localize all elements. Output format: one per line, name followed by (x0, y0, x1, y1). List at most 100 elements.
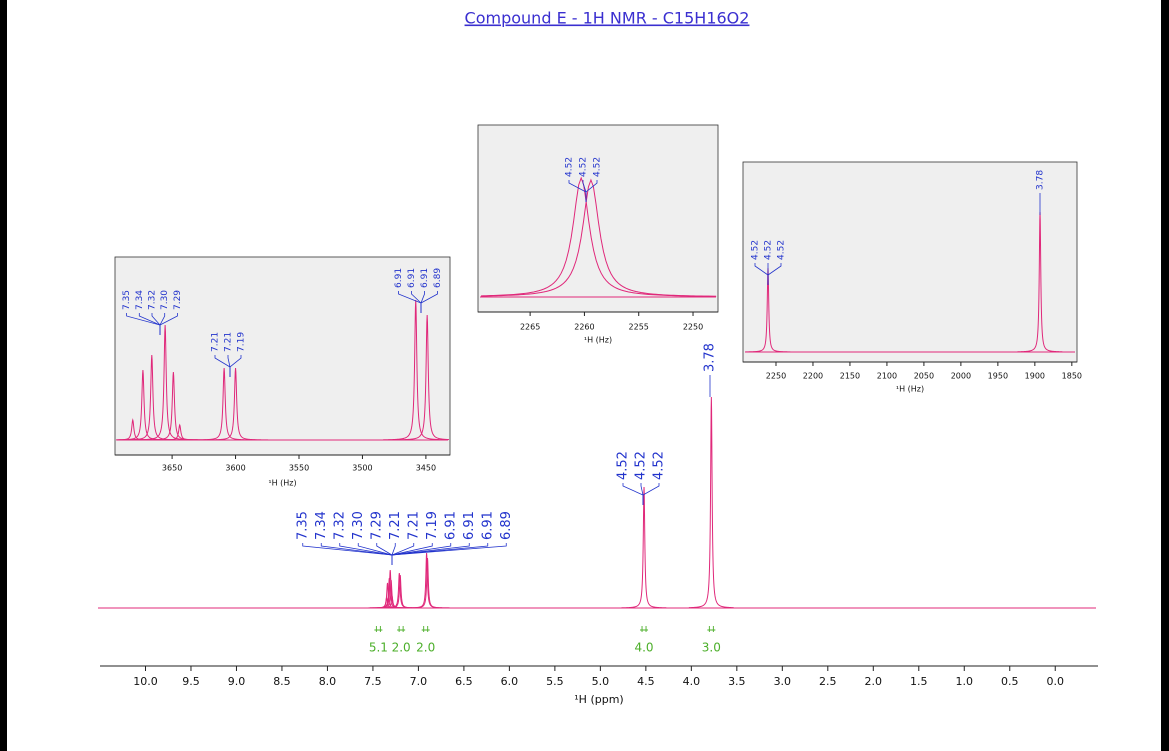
x-tick-label: 5.5 (546, 675, 564, 688)
x-tick-label: 3450 (416, 464, 436, 473)
peak-label: 6.89 (499, 511, 514, 540)
x-tick-label: 6.0 (501, 675, 519, 688)
peak (383, 299, 449, 441)
peak-label: 4.52 (579, 157, 589, 177)
x-tick-label: 0.5 (1001, 675, 1019, 688)
x-tick-label: 3.0 (774, 675, 792, 688)
x-tick-label: 2.5 (819, 675, 837, 688)
x-tick-label: 1850 (1062, 372, 1082, 381)
x-tick-label: 5.0 (592, 675, 610, 688)
peak-label: 3.78 (703, 343, 718, 372)
integral-label: 4.0 (634, 641, 653, 655)
peak (405, 557, 450, 609)
x-tick-label: 8.5 (273, 675, 291, 688)
x-tick-label: 3650 (162, 464, 182, 473)
peak-label: 6.91 (480, 511, 495, 540)
x-tick-label: 1.5 (910, 675, 928, 688)
peak-label: 4.52 (634, 451, 649, 480)
peak-label: 7.35 (295, 511, 310, 540)
x-tick-label: 2050 (914, 372, 934, 381)
title: Compound E - 1H NMR - C15H16O2 (465, 9, 750, 28)
x-tick-label: 4.5 (637, 675, 655, 688)
peak-label: 3.78 (1036, 170, 1046, 190)
peak-label: 4.52 (616, 451, 631, 480)
peak-label-connector (159, 313, 178, 335)
peak-label: 7.19 (425, 511, 440, 540)
peak-label: 7.34 (135, 290, 145, 310)
x-axis-label: ¹H (ppm) (574, 693, 623, 706)
x-tick-label: 3500 (352, 464, 372, 473)
peak-label: 7.21 (388, 511, 403, 540)
x-tick-label: 2250 (766, 372, 786, 381)
x-tick-label: 2265 (520, 323, 540, 332)
integral-label: 2.0 (416, 641, 435, 655)
peak-label-connector (229, 355, 242, 377)
x-tick-label: 9.5 (182, 675, 200, 688)
peak-label: 7.34 (314, 511, 329, 540)
x-tick-label: 1900 (1025, 372, 1045, 381)
x-tick-label: 0.0 (1046, 675, 1064, 688)
peak-label: 4.52 (593, 157, 603, 177)
right-edge (1161, 0, 1169, 751)
peak (203, 367, 269, 441)
peak-label: 7.32 (148, 290, 158, 310)
x-tick-label: 2260 (574, 323, 594, 332)
inset-box (742, 161, 1078, 363)
peak-label: 7.32 (332, 511, 347, 540)
peak (394, 314, 449, 441)
peak-label: 4.52 (777, 240, 787, 260)
peak-label: 7.29 (369, 511, 384, 540)
x-tick-label: 1.0 (956, 675, 974, 688)
peak (1017, 211, 1063, 353)
x-tick-label: 3.5 (728, 675, 746, 688)
peak-label: 6.91 (462, 511, 477, 540)
x-tick-label: 3600 (225, 464, 245, 473)
integral-mark (397, 626, 406, 632)
x-tick-label: 2250 (683, 323, 703, 332)
x-tick-label: 2255 (629, 323, 649, 332)
x-tick-label: 1950 (988, 372, 1008, 381)
peak-label: 4.52 (565, 157, 575, 177)
x-tick-label: 2.0 (865, 675, 883, 688)
peak-label: 4.52 (764, 240, 774, 260)
peak-label: 6.91 (443, 511, 458, 540)
integral-label: 2.0 (392, 641, 411, 655)
peak-label: 4.52 (652, 451, 667, 480)
x-tick-label: 7.0 (410, 675, 428, 688)
peak-label: 6.89 (433, 268, 443, 288)
left-edge (0, 0, 7, 751)
peak-label-connector (642, 483, 660, 505)
peak-label: 7.35 (122, 290, 132, 310)
x-axis-label: ¹H (Hz) (268, 479, 296, 488)
integral-mark (374, 626, 383, 632)
x-tick-label: 10.0 (133, 675, 158, 688)
peak-label-connector (767, 263, 782, 285)
peak (688, 396, 734, 609)
x-tick-label: 6.5 (455, 675, 473, 688)
x-tick-label: 2100 (877, 372, 897, 381)
peak-label: 7.21 (211, 332, 221, 352)
x-tick-label: 3550 (289, 464, 309, 473)
peak-label: 4.52 (751, 240, 761, 260)
peak-label: 7.30 (160, 290, 170, 310)
integral-mark (421, 626, 430, 632)
peak-label: 6.91 (420, 268, 430, 288)
x-tick-label: 2150 (840, 372, 860, 381)
x-tick-label: 4.0 (683, 675, 701, 688)
peak-label: 7.19 (237, 332, 247, 352)
x-tick-label: 9.0 (228, 675, 246, 688)
x-tick-label: 7.5 (364, 675, 382, 688)
peak-label: 6.91 (394, 268, 404, 288)
integral-label: 5.1 (369, 641, 388, 655)
x-tick-label: 8.0 (319, 675, 337, 688)
integral-mark (640, 626, 649, 632)
x-axis-label: ¹H (Hz) (584, 336, 612, 345)
peak (621, 486, 667, 609)
integral-label: 3.0 (702, 641, 721, 655)
x-axis-label: ¹H (Hz) (896, 385, 924, 394)
peak-label-connector (420, 291, 438, 313)
peak-label: 7.30 (351, 511, 366, 540)
peak (191, 367, 257, 441)
peak-label-connector (585, 180, 598, 202)
